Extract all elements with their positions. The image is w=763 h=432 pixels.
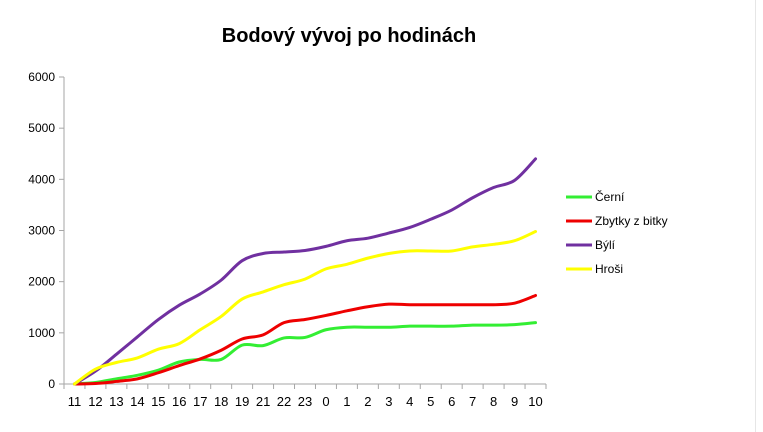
x-tick-label: 4 [406, 394, 413, 409]
x-tick-label: 9 [511, 394, 518, 409]
series-line-4 [72, 230, 538, 386]
y-tick-label: 5000 [28, 121, 55, 135]
x-tick-label: 22 [277, 394, 291, 409]
x-tick-label: 17 [193, 394, 207, 409]
x-tick-label: 19 [235, 394, 249, 409]
series-line-1 [72, 321, 538, 386]
x-tick-label: 23 [298, 394, 312, 409]
x-tick-label: 5 [427, 394, 434, 409]
legend-label: Býlí [595, 238, 616, 252]
x-tick-label: 10 [528, 394, 542, 409]
x-tick-label: 11 [68, 394, 82, 409]
x-tick-label: 15 [151, 394, 165, 409]
x-tick-label: 1 [343, 394, 350, 409]
x-tick-label: 3 [385, 394, 392, 409]
y-tick-label: 4000 [28, 172, 55, 186]
y-tick-label: 1000 [28, 326, 55, 340]
x-tick-label: 14 [130, 394, 144, 409]
window-edge-divider [755, 0, 756, 432]
y-tick-label: 0 [48, 377, 55, 391]
x-tick-label: 12 [88, 394, 102, 409]
x-tick-label: 21 [256, 394, 270, 409]
y-tick-label: 3000 [28, 224, 55, 238]
x-tick-label: 18 [214, 394, 228, 409]
x-tick-label: 6 [448, 394, 455, 409]
y-tick-label: 6000 [28, 70, 55, 84]
x-tick-label: 2 [364, 394, 371, 409]
series-line-3 [72, 157, 538, 386]
series-line-2 [72, 293, 538, 386]
series-lines [72, 157, 538, 386]
x-tick-label: 16 [172, 394, 186, 409]
legend: Černí Zbytky z bitky Býlí Hroši [566, 189, 668, 276]
y-tick-label: 2000 [28, 275, 55, 289]
x-tick-label: 7 [469, 394, 476, 409]
chart-title: Bodový vývoj po hodinách [222, 25, 476, 47]
legend-label: Hroši [595, 262, 623, 276]
y-axis-ticks: 0 1000 2000 3000 4000 5000 6000 [28, 70, 64, 391]
x-tick-label: 13 [109, 394, 123, 409]
x-tick-label: 8 [490, 394, 497, 409]
x-axis-ticks: 11 12 13 14 15 16 17 18 19 21 22 23 0 1 2 3 4 5 6 7 8 9 10 [63, 384, 547, 409]
legend-label: Zbytky z bitky [595, 214, 668, 228]
legend-label: Černí [595, 189, 625, 204]
x-tick-label: 0 [322, 394, 329, 409]
